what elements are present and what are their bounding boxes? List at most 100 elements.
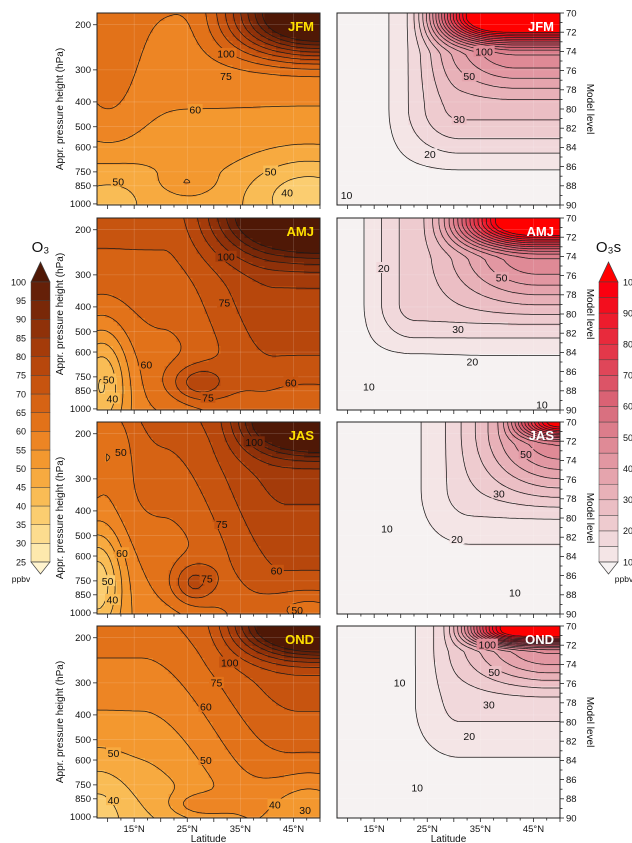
model-level-tick-label: 74 [566,47,577,58]
contour-95 [462,13,560,35]
model-level-tick-label: 74 [566,660,577,671]
contour-85 [240,13,320,53]
colorbar-segment [30,375,51,395]
colorbar-segment [598,437,619,454]
contour-label-bg [422,148,438,160]
pressure-tick-label: 300 [75,678,91,689]
contour-label: 100 [245,437,263,449]
contour-60 [97,453,182,614]
contour-label: 75 [220,71,232,83]
contour-20 [460,422,560,508]
contour-label: 50 [112,176,124,188]
contour-65 [444,13,560,46]
x-axis [347,818,561,822]
contour-60 [517,422,560,440]
model-level-tick-label: 80 [566,309,577,320]
contour-label-bg [267,798,283,810]
colorbar-segment [30,412,51,432]
x-axis [107,818,321,822]
x-tick-label: 45°N [523,824,544,835]
contour-label-bg [113,446,129,458]
contour-25 [449,626,560,689]
contour-label-bg [518,448,534,460]
o3-colorbar: O₃ 25 30 35 40 45 50 55 60 65 70 75 80 85 90 95 100 ppbv [11,239,51,584]
contour-90 [247,13,320,49]
colorbar-segment [598,421,619,438]
contour-label-bg [100,575,116,587]
colorbar-tick-label: 80 [623,340,632,350]
colorbar-tick-label: 90 [16,315,26,325]
pressure-axis-label: Appr. pressure height (hPa) [55,457,66,579]
pressure-tick-label: 200 [75,20,91,31]
model-level-tick-label: 80 [566,513,577,524]
colorbar-unit: ppbv [615,574,632,584]
filled-contours [337,218,560,410]
colorbar-tick-label: 85 [16,333,26,343]
contour-label: 100 [221,657,239,669]
model-level-tick-label: 86 [566,162,577,173]
pressure-tick-label: 500 [75,735,91,746]
x-tick-label: 25°N [177,824,198,835]
colorbar-segment [598,297,619,314]
contour-10 [420,422,560,545]
contour-label-bg [215,250,237,262]
contour-label-bg [263,165,279,177]
model-level-tick-label: 84 [566,552,577,563]
contour-15 [381,218,560,339]
contour-label: 75 [211,678,223,690]
contour-label-bg [199,572,215,584]
season-label: AMJ [527,224,554,239]
colorbar-tick-label: 30 [623,495,632,505]
contour-50 [97,143,320,197]
contour-45 [448,218,560,275]
contour-40 [271,176,320,205]
colorbar-tick-label: 80 [16,352,26,362]
pressure-tick-label: 600 [75,142,91,153]
contour-100 [261,13,320,42]
pressure-axis: 200 300 400 500 600 750 850 1000 Appr. pressure … [55,633,97,823]
colorbar-segment [598,343,619,361]
o3s-panel-jas: 50 30 20 10 10 JAS 70 72 74 76 78 80 82 84 86 88 90 Model… [336,417,595,620]
colorbar-tick-label: 55 [16,445,26,455]
contour-label: 30 [453,114,465,126]
model-level-tick-label: 82 [566,124,577,135]
pressure-tick-label: 850 [75,590,91,601]
colorbar-tick-label: 100 [623,277,632,287]
colorbar-segment [30,449,51,469]
contour-label-bg [114,547,130,559]
contour-label: 60 [200,702,212,714]
contour-70 [216,13,320,65]
contour-label-bg [269,564,284,576]
contour-label: 50 [200,755,212,767]
pressure-tick-label: 200 [75,633,91,644]
contour-label: 60 [141,359,153,371]
contour-85 [481,218,560,242]
contour-65 [97,293,204,410]
colorbar-segment [30,468,51,488]
filled-contours [97,218,320,410]
contour-label: 50 [115,447,127,459]
contour-label: 50 [108,748,120,760]
contour-lines [414,626,560,758]
contour-label-bg [464,355,480,367]
contour-label-bg [473,45,495,57]
colorbar-segment [598,499,619,516]
contour-label-bg [279,186,295,198]
colorbar-tick-label: 60 [16,427,26,437]
contour-100 [234,218,320,254]
contour-90 [537,422,560,431]
contour-70 [97,247,320,401]
pressure-tick-label: 500 [75,531,91,542]
contour-label-bg [106,794,121,806]
colorbar-tick-label: 75 [16,371,26,381]
filled-contours [97,626,320,818]
x-axis-label: Latitude [431,834,467,843]
contour-60 [97,14,320,110]
pressure-axis-label: Appr. pressure height (hPa) [55,253,66,375]
contour-90 [492,626,560,640]
contour-label-bg [200,391,216,403]
colorbar-segment [598,452,619,469]
colorbar-segment [598,375,619,392]
contour-80 [452,13,560,40]
